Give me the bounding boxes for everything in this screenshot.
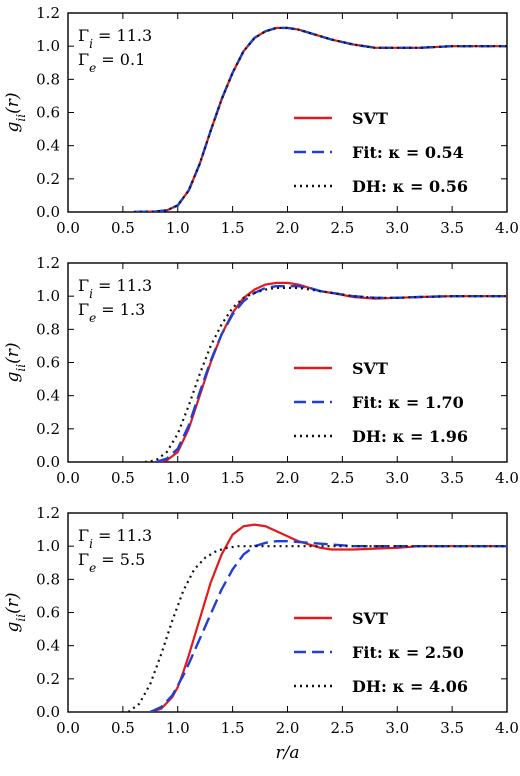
annotation-gamma-e: Γe = 0.1 [78,50,145,75]
y-tick-label: 0.8 [36,570,60,588]
y-tick-label: 0.6 [36,104,60,122]
y-tick-label: 0.6 [36,354,60,372]
series-line-dotted [133,26,507,212]
x-tick-label: 0.5 [111,719,135,737]
y-tick-label: 0.6 [36,604,60,622]
x-tick-label: 1.0 [166,219,190,237]
x-tick-label: 4.0 [495,219,519,237]
legend-label: SVT [352,359,388,378]
x-tick-label: 0.5 [111,219,135,237]
legend-label: DH: κ = 0.56 [352,177,468,196]
y-axis-label: gii(r) [3,593,28,633]
legend-label: Fit: κ = 1.70 [352,393,464,412]
x-tick-label: 2.5 [330,219,354,237]
x-tick-label: 2.0 [276,469,300,487]
series-line-dashed [155,285,507,462]
y-tick-label: 1.0 [36,37,60,55]
x-tick-label: 1.5 [221,719,245,737]
x-tick-label: 3.0 [385,469,409,487]
y-tick-label: 1.0 [36,287,60,305]
x-tick-label: 1.5 [221,219,245,237]
x-tick-label: 3.5 [440,469,464,487]
y-tick-label: 1.0 [36,537,60,555]
y-tick-label: 0.0 [36,453,60,471]
y-tick-label: 0.0 [36,203,60,221]
x-tick-label: 1.0 [166,719,190,737]
annotation-gamma-e: Γe = 5.5 [78,550,145,575]
chart-panel-1: 0.0 0.5 1.0 1.5 2.0 2.5 3.0 3.5 4.0 0.0 0.2 0.4 0.6 0… [3,4,519,237]
x-tick-label: 1.5 [221,469,245,487]
x-tick-label: 1.0 [166,469,190,487]
series-line-solid [149,523,507,712]
legend-label: SVT [352,109,388,128]
x-tick-label: 2.0 [276,219,300,237]
y-tick-label: 0.4 [36,387,60,405]
y-tick-label: 1.2 [36,254,60,272]
chart-panel-3: 0.0 0.5 1.0 1.5 2.0 2.5 3.0 3.5 4.0 0.0 0.2 0.4 0.6 0… [3,504,519,763]
legend-label: DH: κ = 4.06 [352,677,468,696]
y-tick-label: 0.8 [36,320,60,338]
x-tick-label: 4.0 [495,469,519,487]
x-tick-label: 3.0 [385,219,409,237]
annotation-gamma-i: Γi = 11.3 [78,26,152,51]
series-line-dashed [133,26,507,212]
x-tick-label: 4.0 [495,719,519,737]
series-line-dotted [127,545,507,712]
chart-panel-2: 0.0 0.5 1.0 1.5 2.0 2.5 3.0 3.5 4.0 0.0 0.2 0.4 0.6 0… [3,254,519,487]
x-tick-label: 2.0 [276,719,300,737]
annotation-gamma-i: Γi = 11.3 [78,276,152,301]
y-axis-label: gii(r) [3,93,28,133]
x-tick-label: 2.5 [330,719,354,737]
y-tick-label: 0.2 [36,420,60,438]
x-tick-label: 3.5 [440,219,464,237]
legend-label: SVT [352,609,388,628]
x-tick-label: 0.0 [56,469,80,487]
y-tick-label: 1.2 [36,4,60,22]
y-tick-label: 0.2 [36,170,60,188]
x-tick-label: 3.5 [440,719,464,737]
x-tick-label: 3.0 [385,719,409,737]
y-tick-label: 0.4 [36,637,60,655]
x-tick-label: 2.5 [330,469,354,487]
y-tick-label: 0.0 [36,703,60,721]
x-tick-label: 0.0 [56,219,80,237]
y-tick-label: 1.2 [36,504,60,522]
x-tick-label: 0.0 [56,719,80,737]
y-axis-label: gii(r) [3,343,28,383]
legend-label: DH: κ = 1.96 [352,427,468,446]
x-axis-label: r/a [276,743,300,763]
y-tick-label: 0.2 [36,670,60,688]
legend-label: Fit: κ = 2.50 [352,643,464,662]
y-tick-label: 0.8 [36,70,60,88]
y-tick-label: 0.4 [36,137,60,155]
legend-label: Fit: κ = 0.54 [352,143,464,162]
annotation-gamma-i: Γi = 11.3 [78,526,152,551]
annotation-gamma-e: Γe = 1.3 [78,300,145,325]
x-tick-label: 0.5 [111,469,135,487]
